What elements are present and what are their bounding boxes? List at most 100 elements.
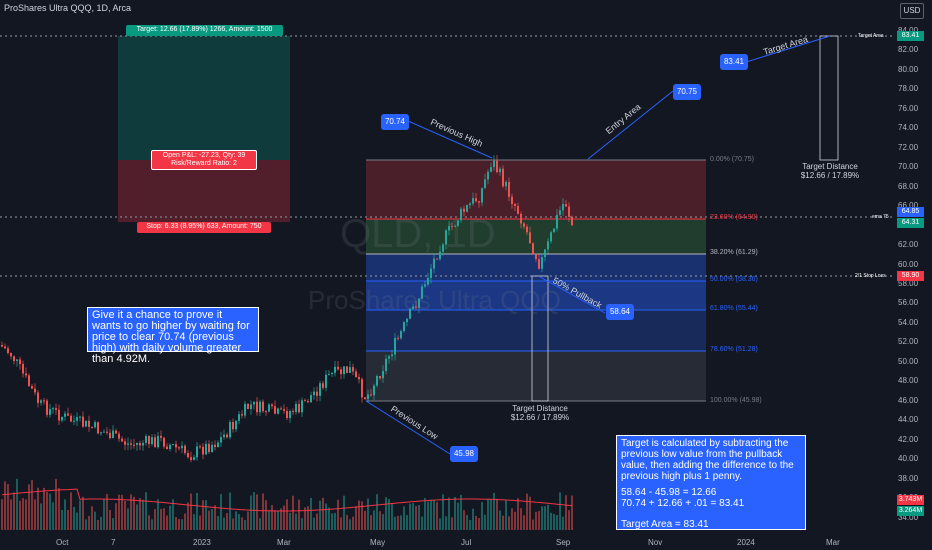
- candle-body: [541, 257, 543, 269]
- candle-body: [97, 422, 99, 434]
- volume-bar: [373, 510, 375, 530]
- volume-bar: [430, 499, 432, 530]
- volume-bar: [91, 506, 93, 530]
- open-pl-box[interactable]: Open P&L: -27.23, Qty: 39 Risk/Reward Ra…: [151, 150, 257, 170]
- candle-body: [481, 188, 483, 203]
- candle-body: [310, 395, 312, 403]
- price-tag-2: 64.31: [897, 218, 924, 228]
- currency-button[interactable]: USD: [900, 3, 924, 19]
- loss-zone[interactable]: [118, 160, 290, 222]
- candle-body: [76, 417, 78, 421]
- candle-body: [388, 356, 390, 359]
- volume-bar: [106, 493, 108, 530]
- volume-bar: [520, 508, 522, 530]
- volume-bar: [565, 495, 567, 530]
- volume-bar: [469, 519, 471, 530]
- candle-body: [214, 444, 216, 448]
- volume-bar: [127, 508, 129, 530]
- volume-bar: [526, 493, 528, 530]
- candle-body: [454, 225, 456, 227]
- target-area-axis-label: Target Area: [858, 33, 884, 39]
- volume-bar: [472, 508, 474, 530]
- candle-body: [400, 331, 402, 339]
- previous-low-arrow[interactable]: [365, 400, 451, 455]
- candle-body: [313, 391, 315, 396]
- volume-bar: [202, 500, 204, 530]
- volume-bar: [352, 516, 354, 530]
- price-tick: 40.00: [898, 454, 919, 464]
- volume-bar: [145, 492, 147, 530]
- volume-bar: [307, 506, 309, 530]
- volume-bar: [25, 499, 27, 530]
- stop-label[interactable]: Stop: 6.33 (8.95%) 633, Amount: 750: [137, 222, 271, 233]
- candle-body: [430, 268, 432, 278]
- price-tick: 50.00: [898, 356, 919, 366]
- pullback-arrow[interactable]: [539, 276, 606, 314]
- previous-high-value[interactable]: 70.74: [381, 114, 409, 130]
- fib-label-100: 100.00% (45.98): [710, 397, 762, 404]
- volume-bar: [190, 493, 192, 530]
- target-label[interactable]: Target: 12.66 (17.89%) 1266, Amount: 150…: [126, 25, 283, 36]
- profit-zone[interactable]: [118, 36, 290, 160]
- target-distance-box-right[interactable]: [819, 35, 839, 161]
- candle-body: [43, 400, 45, 402]
- time-tick: Sep: [556, 538, 571, 547]
- candle-body: [127, 443, 129, 445]
- candle-body: [289, 411, 291, 419]
- price-tick: 46.00: [898, 395, 919, 405]
- previous-low-value[interactable]: 45.98: [450, 446, 478, 462]
- volume-bar: [229, 492, 231, 530]
- give-chance-note[interactable]: Give it a chance to prove it wants to go…: [87, 307, 259, 365]
- candle-body: [79, 416, 81, 418]
- candle-body: [349, 367, 351, 373]
- volume-bar: [79, 500, 81, 530]
- target-distance-box-mid[interactable]: [531, 275, 549, 402]
- entry-area-value[interactable]: 70.75: [673, 84, 701, 100]
- price-tick: 76.00: [898, 103, 919, 113]
- volume-bar: [163, 508, 165, 530]
- candle-body: [130, 443, 132, 445]
- time-tick: Jul: [461, 538, 472, 547]
- candle-body: [172, 444, 174, 446]
- volume-bar: [208, 510, 210, 530]
- time-tick: 2023: [193, 538, 211, 547]
- volume-bar: [232, 518, 234, 530]
- volume-bar: [388, 498, 390, 530]
- volume-bar: [325, 503, 327, 530]
- volume-bar: [37, 487, 39, 530]
- target-area-arrow[interactable]: [745, 35, 831, 63]
- calculation-note[interactable]: Target is calculated by subtracting the …: [616, 435, 806, 530]
- candle-body: [424, 284, 426, 287]
- volume-bar: [268, 510, 270, 530]
- candle-body: [232, 422, 234, 430]
- price-tick: 48.00: [898, 376, 919, 386]
- symbol-header[interactable]: ProShares Ultra QQQ, 1D, Arca: [4, 3, 132, 13]
- volume-bar: [112, 518, 114, 530]
- entry-area-arrow[interactable]: [587, 90, 674, 160]
- volume-bar: [238, 513, 240, 530]
- pullback-value[interactable]: 58.64: [606, 304, 634, 320]
- candle-body: [250, 404, 252, 410]
- candle-body: [538, 259, 540, 269]
- price-tick: 38.00: [898, 473, 919, 483]
- volume-bar: [271, 505, 273, 530]
- volume-bar: [406, 515, 408, 530]
- candle-body: [355, 371, 357, 378]
- volume-bar: [460, 494, 462, 530]
- volume-bar: [181, 519, 183, 530]
- candle-body: [70, 415, 72, 422]
- candle-body: [94, 422, 96, 428]
- candle-body: [229, 422, 231, 438]
- target-area-value[interactable]: 83.41: [720, 54, 748, 70]
- candle-body: [370, 394, 372, 396]
- price-tick: 82.00: [898, 45, 919, 55]
- candle-body: [121, 438, 123, 442]
- target-price-tag: 83.41: [897, 31, 924, 41]
- candle-body: [91, 426, 93, 428]
- open-pl-label: Open P&L: -27.23, Qty: 39: [162, 152, 246, 159]
- volume-bar: [361, 501, 363, 530]
- volume-bar: [109, 509, 111, 530]
- candle-body: [67, 413, 69, 416]
- previous-high-arrow[interactable]: [407, 120, 493, 159]
